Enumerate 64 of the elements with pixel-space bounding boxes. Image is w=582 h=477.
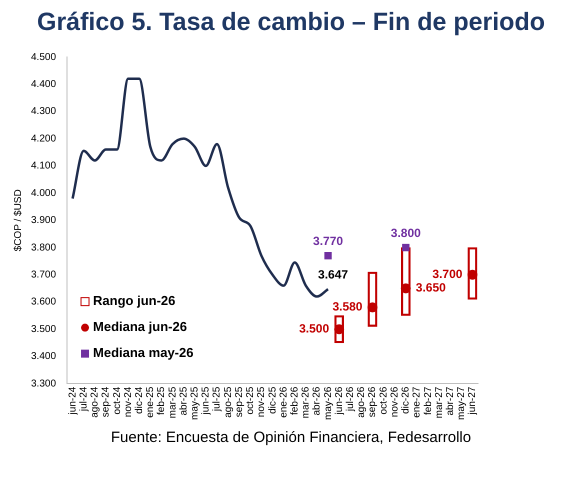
data-label: 3.770 [313, 234, 344, 248]
x-tick-label: dic-26 [400, 386, 412, 414]
data-label: 3.800 [390, 226, 422, 240]
x-tick-label: jun-27 [467, 386, 478, 416]
x-tick-label: mar-25 [167, 386, 178, 418]
y-tick-label: 3.700 [30, 270, 56, 281]
x-tick-label: jul-26 [345, 386, 356, 412]
x-tick-label: jun-24 [67, 386, 78, 416]
x-tick-label: ene-26 [278, 386, 290, 418]
x-tick-label: nov-24 [122, 386, 134, 418]
x-tick-label: may-27 [456, 386, 468, 420]
legend-label: Rango jun-26 [93, 293, 176, 308]
x-tick-label: jul-25 [212, 386, 223, 412]
x-tick-label: may-26 [322, 386, 334, 420]
data-label: 3.700 [432, 267, 463, 282]
y-tick-label: 3.500 [30, 324, 56, 335]
bar [400, 247, 411, 316]
y-tick-label: 4.300 [30, 106, 56, 118]
x-tick-label: feb-25 [156, 386, 168, 416]
x-tick-label: dic-24 [134, 386, 145, 414]
x-tick-label: feb-27 [422, 386, 434, 416]
x-tick-label: oct-26 [378, 386, 390, 414]
data-label: 3.580 [332, 300, 363, 314]
x-tick-label: sep-24 [100, 386, 112, 418]
x-tick-label: may-25 [190, 386, 201, 420]
x-tick-label: abr-25 [178, 386, 190, 416]
source-note: Fuente: Encuesta de Opinión Financiera, Fedesarrollo [110, 429, 472, 446]
x-tick-label: jun-26 [334, 386, 345, 416]
x-tick-label: feb-26 [289, 386, 300, 416]
x-tick-label: mar-26 [300, 386, 312, 418]
x-tick-label: sep-26 [367, 386, 378, 418]
x-tick-label: oct-24 [112, 386, 123, 414]
x-tick-label: ago-24 [90, 386, 101, 418]
legend-label: Mediana may-26 [93, 345, 194, 360]
chart-title: Gráfico 5. Tasa de cambio – Fin de periodo [36, 8, 546, 38]
data-label: 3.650 [416, 280, 446, 295]
y-tick-label: 4.200 [30, 133, 56, 144]
x-tick-label: dic-25 [267, 386, 278, 414]
y-tick-label: 4.000 [30, 188, 56, 199]
x-tick-label: ene-27 [412, 386, 423, 418]
x-tick-label: ene-25 [145, 386, 156, 418]
y-tick-label: 3.400 [30, 351, 56, 362]
x-tick-label: jun-25 [200, 386, 212, 416]
y-tick-label: 3.300 [30, 378, 56, 390]
x-tick-label: mar-27 [434, 386, 445, 418]
legend-label: Mediana jun-26 [93, 319, 187, 334]
data-label: 3.647 [318, 268, 348, 282]
x-tick-label: abr-27 [444, 386, 456, 416]
x-tick-label: ago-25 [222, 386, 234, 418]
x-tick-label: abr-26 [312, 386, 323, 416]
x-tick-label: oct-25 [245, 386, 256, 414]
y-tick-label: 4.400 [30, 78, 56, 90]
y-tick-label: 3.900 [30, 215, 56, 226]
y-tick-label: 3.800 [30, 242, 56, 254]
y-tick-label: 4.500 [30, 52, 56, 63]
y-tick-label: 4.100 [30, 160, 56, 172]
x-tick-label: nov-25 [256, 386, 268, 418]
x-tick-label: sep-25 [234, 386, 245, 418]
x-tick-label: jul-24 [78, 386, 90, 412]
x-tick-label: nov-26 [389, 386, 400, 418]
y-tick-label: 3.600 [30, 296, 56, 308]
x-tick-label: ago-26 [356, 386, 368, 418]
y-axis-title: $COP / $USD [12, 189, 24, 252]
data-label: 3.500 [299, 322, 330, 336]
